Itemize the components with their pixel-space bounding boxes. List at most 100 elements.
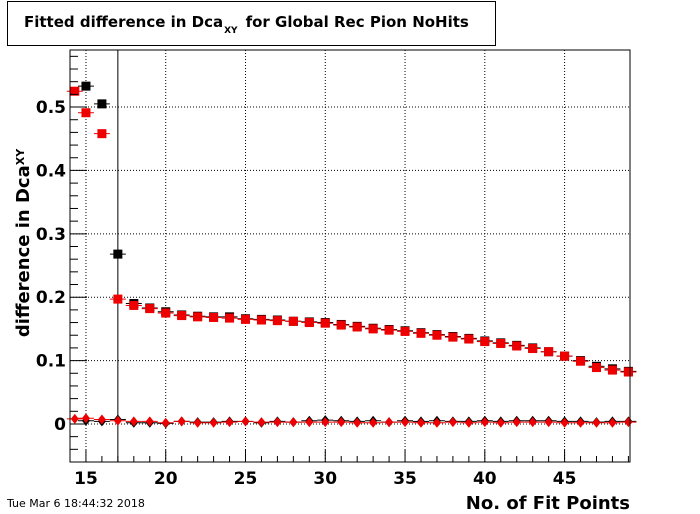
data-point — [129, 416, 138, 427]
data-point — [528, 344, 538, 354]
data-point — [448, 417, 457, 428]
x-tick-label: 45 — [553, 469, 577, 489]
data-point — [400, 326, 410, 336]
data-point — [607, 365, 617, 375]
data-point — [161, 417, 170, 428]
data-point — [352, 322, 362, 332]
data-point — [368, 324, 378, 334]
y-tick-label: 0.2 — [36, 288, 66, 308]
data-point — [81, 413, 90, 424]
data-point — [145, 304, 155, 314]
data-point — [225, 313, 235, 323]
data-point — [591, 363, 601, 373]
data-point — [209, 417, 218, 428]
data-point — [81, 108, 91, 118]
y-axis-label: difference in DcaXY — [13, 148, 34, 337]
data-point — [81, 81, 91, 91]
series-1 — [77, 81, 637, 376]
data-point — [70, 86, 80, 96]
svg-text:difference in DcaXY: difference in DcaXY — [13, 148, 34, 337]
data-point — [113, 249, 123, 259]
data-point — [464, 334, 474, 344]
y-tick-label: 0.5 — [36, 98, 66, 118]
axes: 15 20 25 30 35 40 45 0 0.1 0.2 0.3 0.4 0.5 — [36, 55, 629, 489]
data-point — [304, 318, 314, 328]
x-tick-label: 20 — [154, 469, 178, 489]
chart-title: Fitted difference in DcaXY for Global Rec… — [24, 13, 469, 36]
data-point — [576, 417, 585, 428]
y-tick-label: 0.4 — [36, 161, 66, 181]
data-point — [560, 351, 570, 361]
data-point — [512, 341, 522, 351]
title-suffix: for Global Rec Pion NoHits — [245, 13, 469, 31]
data-point — [353, 417, 362, 428]
data-point — [480, 417, 489, 428]
data-point — [384, 325, 394, 335]
x-tick-label: 40 — [473, 469, 497, 489]
data-point — [177, 416, 186, 427]
data-point — [161, 308, 171, 318]
data-point — [289, 417, 298, 428]
x-tick-label: 25 — [234, 469, 258, 489]
data-point — [70, 413, 79, 424]
data-point — [320, 318, 330, 328]
series-4 — [66, 413, 637, 428]
title-subscript: XY — [224, 26, 238, 36]
data-point — [401, 417, 410, 428]
data-point — [288, 316, 298, 326]
data-point — [129, 300, 139, 310]
x-tick-label: 35 — [393, 469, 417, 489]
x-tick-label: 15 — [74, 469, 98, 489]
data-point — [97, 99, 107, 109]
data-point — [624, 417, 633, 428]
title-box: Fitted difference in DcaXY for Global Rec… — [7, 1, 496, 46]
data-point — [257, 417, 266, 428]
data-point — [432, 330, 442, 340]
plot-frame — [69, 49, 631, 463]
data-point — [273, 417, 282, 428]
data-point — [544, 417, 553, 428]
data-point — [97, 414, 106, 425]
data-point — [464, 417, 473, 428]
data-point — [496, 338, 506, 348]
data-point — [512, 417, 521, 428]
data-point — [193, 417, 202, 428]
data-point — [432, 417, 441, 428]
data-point — [544, 347, 554, 357]
data-point — [225, 417, 234, 428]
data-point — [480, 337, 490, 347]
data-point — [305, 417, 314, 428]
data-point — [209, 312, 219, 322]
data-point — [336, 320, 346, 330]
y-tick-label: 0.3 — [36, 225, 66, 245]
data-point — [416, 328, 426, 338]
data-point — [385, 417, 394, 428]
data-point — [113, 294, 123, 304]
series-2 — [66, 86, 637, 377]
data-point — [528, 417, 537, 428]
data-point — [608, 417, 617, 428]
y-tick-label: 0 — [54, 415, 66, 435]
x-axis-label: No. of Fit Points — [466, 493, 630, 514]
data-point — [272, 316, 282, 326]
data-point — [560, 417, 569, 428]
data-point — [193, 312, 203, 322]
data-point — [416, 417, 425, 428]
y-tick-label: 0.1 — [36, 352, 66, 372]
x-tick-label: 30 — [313, 469, 337, 489]
data-point — [113, 415, 122, 426]
data-point — [256, 315, 266, 325]
data-point — [623, 367, 633, 377]
data-point — [97, 129, 107, 139]
data-point — [321, 417, 330, 428]
data-point — [448, 332, 458, 342]
data-point — [337, 417, 346, 428]
data-point — [241, 416, 250, 427]
title-main: Fitted difference in Dca — [24, 13, 224, 31]
data-point — [177, 311, 187, 321]
timestamp: Tue Mar 6 18:44:32 2018 — [7, 497, 145, 510]
y-axis-label-main: difference in Dca — [13, 165, 34, 337]
data-point — [145, 416, 154, 427]
data-point — [240, 314, 250, 324]
